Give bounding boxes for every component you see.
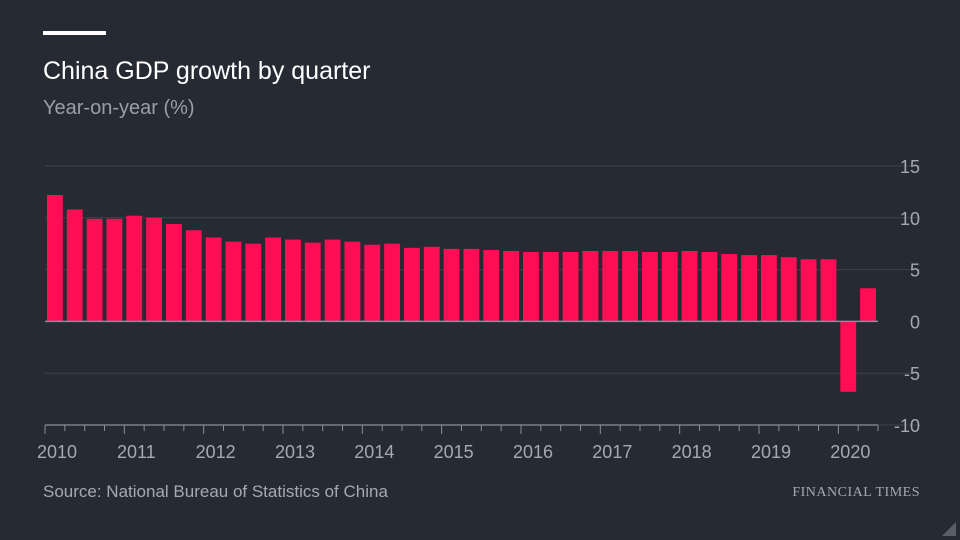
bar (205, 237, 222, 322)
x-tick-label: 2018 (672, 442, 712, 462)
bar (324, 239, 341, 322)
bar (423, 246, 440, 322)
bar (542, 251, 559, 322)
bar (185, 230, 202, 322)
y-tick-label: 10 (900, 209, 920, 229)
bar (146, 217, 163, 322)
x-tick-label: 2016 (513, 442, 553, 462)
y-tick-label: 15 (900, 157, 920, 177)
bar (483, 249, 500, 322)
bar (741, 255, 758, 322)
bar (463, 248, 480, 322)
bar (800, 259, 817, 322)
publisher-logo: FINANCIAL TIMES (792, 485, 920, 500)
corner-mark (942, 522, 956, 536)
bar (860, 288, 877, 322)
bar (820, 259, 837, 322)
source-note: Source: National Bureau of Statistics of… (43, 482, 388, 501)
bar (622, 250, 639, 322)
bar (86, 218, 103, 322)
x-tick-label: 2015 (434, 442, 474, 462)
bar (522, 251, 539, 322)
bar (304, 242, 321, 322)
bar (245, 243, 262, 322)
bar (403, 247, 420, 322)
bar (701, 251, 718, 322)
x-tick-label: 2012 (196, 442, 236, 462)
bar (284, 239, 301, 322)
bar (562, 251, 579, 322)
bar (582, 250, 599, 322)
y-tick-label: -5 (904, 364, 920, 384)
bar (443, 248, 460, 322)
x-tick-label: 2019 (751, 442, 791, 462)
bar (721, 254, 738, 322)
bar (602, 250, 619, 322)
bar (384, 243, 401, 322)
x-tick-label: 2011 (117, 442, 156, 462)
bar (840, 321, 857, 392)
bar (760, 255, 777, 322)
bar (364, 244, 381, 322)
bar (641, 251, 658, 322)
x-tick-label: 2010 (37, 442, 77, 462)
y-tick-label: 5 (910, 261, 920, 281)
bar (661, 251, 678, 322)
bar (344, 241, 361, 322)
x-tick-label: 2013 (275, 442, 315, 462)
bar (780, 257, 797, 322)
bar (225, 241, 242, 322)
x-tick-label: 2014 (354, 442, 394, 462)
bar (106, 218, 123, 322)
chart-title: China GDP growth by quarter (43, 57, 371, 85)
bar (46, 195, 63, 322)
x-tick-label: 2020 (830, 442, 870, 462)
bar (165, 224, 182, 322)
bar (126, 215, 143, 322)
bar (681, 250, 698, 322)
y-tick-label: 0 (910, 312, 920, 332)
y-tick-label: -10 (894, 416, 920, 436)
chart-subtitle: Year-on-year (%) (43, 97, 195, 119)
bar (66, 209, 83, 322)
bar (503, 250, 520, 322)
x-tick-label: 2017 (592, 442, 632, 462)
header-rule (43, 31, 106, 35)
bar (265, 237, 282, 322)
